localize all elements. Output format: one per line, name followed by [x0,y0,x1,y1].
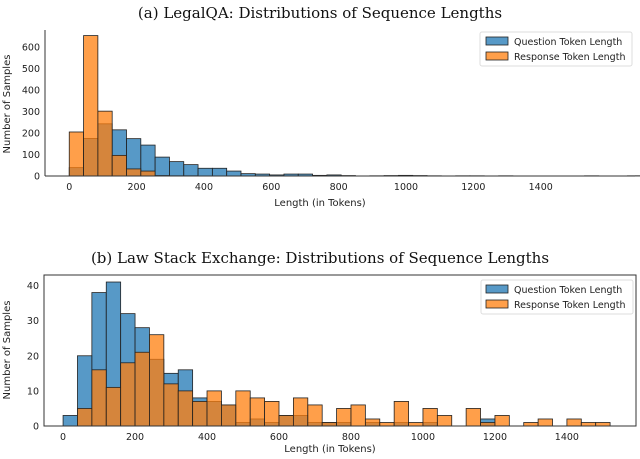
y-tick-label: 200 [22,129,40,140]
x-tick-label: 1000 [394,182,418,193]
response-bar [523,422,539,427]
response-bar [177,390,194,427]
legend-swatch-question [485,284,509,294]
x-tick-label: 1000 [411,432,435,443]
chart-a-legend: Question Token Length Response Token Len… [479,31,633,67]
response-bar [364,418,381,427]
question-bar [169,161,185,177]
legend-label-response: Response Token Length [514,52,625,63]
response-bar [379,422,395,427]
question-bar [183,164,199,177]
y-tick-label: 0 [34,172,40,183]
y-tick-label: 400 [22,86,40,97]
response-bar [336,408,352,427]
response-bar [249,397,266,427]
x-tick-label: 0 [66,182,72,193]
chart-b-legend: Question Token Length Response Token Len… [480,279,634,315]
response-bar [480,422,496,427]
chart-b-ylabel: Number of Samples [2,301,13,400]
response-bar [83,35,99,177]
chart-a-ylabel: Number of Samples [2,55,13,154]
response-bar [192,401,208,427]
question-bar [62,415,78,427]
y-tick-label: 600 [22,43,40,54]
response-bar [278,415,294,427]
y-tick-label: 40 [27,281,39,292]
x-tick-label: 800 [342,432,360,443]
response-bar [393,401,409,427]
response-bar [105,386,122,427]
response-bar [566,418,582,427]
chart-a-plot: 0 200 400 600 800 1000 1200 1400 0 100 200 300 400 50… [22,30,640,193]
response-bar [436,415,453,427]
y-tick-label: 300 [22,107,40,118]
chart-a-xlabel: Length (in Tokens) [274,198,366,209]
response-bar [422,408,438,427]
legend-label-question: Question Token Length [514,285,622,296]
response-bar [206,390,222,427]
axes-frame [43,274,637,427]
x-tick-label: 400 [198,432,216,443]
response-bar [97,110,113,177]
x-tick-label: 1200 [461,182,485,193]
response-bar [221,404,237,427]
response-bar [126,168,142,177]
response-bar [77,408,93,427]
y-tick-label: 10 [27,386,39,397]
question-bar [197,167,213,177]
response-bar [465,408,481,427]
legend-swatch-response [485,51,509,61]
response-bar [494,415,510,427]
response-bar [134,351,150,427]
response-bar [68,131,84,177]
y-tick-label: 30 [27,316,39,327]
response-bar [111,154,127,177]
x-tick-label: 200 [128,182,146,193]
chart-a-title: (a) LegalQA: Distributions of Sequence L… [138,4,502,22]
legend-label-response: Response Token Length [514,300,625,311]
response-bar [408,422,424,427]
response-bar [235,390,251,427]
response-bar [163,383,179,427]
legend-swatch-question [485,36,509,46]
response-bar [292,397,309,427]
response-bar [537,418,553,427]
response-bar [350,404,366,427]
response-bar [91,369,107,427]
x-tick-label: 1200 [483,432,507,443]
y-tick-label: 500 [22,64,40,75]
question-bar [226,170,242,177]
x-tick-label: 1400 [529,182,553,193]
x-tick-label: 0 [60,432,66,443]
question-bar [211,167,228,177]
y-tick-label: 100 [22,150,40,161]
question-bar [154,156,170,177]
y-tick-label: 0 [33,422,39,433]
x-tick-label: 800 [330,182,348,193]
response-bar [595,422,611,427]
x-tick-label: 200 [126,432,144,443]
response-bar [321,422,337,427]
chart-b-title: (b) Law Stack Exchange: Distributions of… [91,249,549,267]
response-bar [149,334,165,427]
response-bar [264,401,280,427]
response-bar [140,170,156,177]
legend-swatch-response [485,299,509,309]
legend-label-question: Question Token Length [514,37,622,48]
x-tick-label: 1400 [555,432,579,443]
y-tick-label: 20 [27,351,39,362]
x-tick-label: 400 [195,182,213,193]
response-bar [580,422,597,427]
chart-b-plot: 0 200 400 600 800 1000 1200 1400 0 10 20 30 40 [27,274,637,443]
x-tick-label: 600 [270,432,288,443]
response-bar [120,362,136,427]
chart-b-xlabel: Length (in Tokens) [284,444,376,455]
response-bar [307,404,323,427]
x-tick-label: 600 [262,182,280,193]
